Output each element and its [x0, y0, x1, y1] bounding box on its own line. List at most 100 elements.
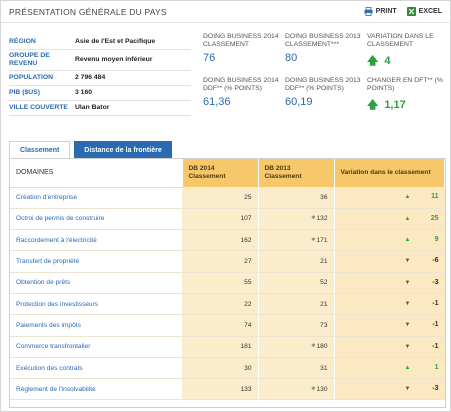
excel-icon — [406, 7, 416, 16]
info-key: RÉGION — [9, 38, 36, 45]
kpi-value-wrap: 🡅 4 — [367, 52, 445, 71]
info-row-income-group: GROUPE DE REVENU Revenu moyen inférieur — [9, 50, 191, 71]
kpi-label: DOING BUSINESS 2014 DDF** (% POINTS) — [203, 77, 279, 92]
overview-section: RÉGION Asie de l'Est et Pacifique GROUPE… — [1, 29, 450, 129]
arrow-up-icon: ▲ — [404, 215, 411, 222]
arrow-up-icon: 🡅 — [367, 99, 379, 111]
printer-icon — [364, 7, 373, 16]
db2013-rank-value: 36 — [320, 193, 328, 201]
db2013-rank-cell: ✱130 — [257, 378, 334, 401]
domain-link[interactable]: Transfert de propriété — [10, 250, 182, 273]
info-row-region: RÉGION Asie de l'Est et Pacifique — [9, 35, 191, 50]
kpi-rank-change: VARIATION DANS LE CLASSEMENT 🡅 4 — [367, 33, 445, 71]
kpi-label: VARIATION DANS LE CLASSEMENT — [367, 33, 434, 48]
db2014-rank-cell: 181 — [182, 336, 258, 358]
kpi-db2014-rank: DOING BUSINESS 2014 CLASSEMENT 76 — [203, 33, 281, 64]
arrow-down-icon: ▼ — [404, 322, 411, 329]
info-value: 3 160 — [75, 89, 93, 96]
excel-label: EXCEL — [418, 8, 442, 15]
db2013-rank-cell: 36 — [257, 187, 334, 209]
db2013-rank-value: 31 — [320, 364, 328, 372]
domain-link[interactable]: Obtention de prêts — [10, 272, 182, 294]
table-row: Création d'entreprise 25 36 ▲ 11 — [10, 187, 445, 209]
kpi-value: 80 — [285, 52, 298, 64]
variation-cell: ▲ 9 — [333, 229, 445, 252]
column-header-db2014: DB 2014 Classement — [182, 159, 259, 187]
table-row: Transfert de propriété 27 21 ▼ -6 — [10, 250, 445, 273]
domain-link[interactable]: Protection des investisseurs — [10, 293, 182, 316]
rank-change-value: -1 — [432, 342, 439, 350]
db2014-rank-cell: 133 — [182, 378, 258, 401]
info-key: VILLE COUVERTE — [9, 104, 68, 111]
ranking-rows: Création d'entreprise 25 36 ▲ 11 Octroi de pe… — [10, 187, 445, 401]
domain-link[interactable]: Raccordement à l'électricité — [10, 229, 182, 252]
footnote-star-icon: ✱ — [311, 343, 316, 350]
kpi-value: 1,17 — [384, 99, 406, 111]
kpi-label: DOING BUSINESS 2013 DDF** (% POINTS) — [285, 77, 361, 92]
domain-link[interactable]: Octroi de permis de construire — [10, 208, 182, 231]
info-row-gdp: PIB ($US) 3 160 — [9, 86, 191, 101]
kpi-db2014-dtf: DOING BUSINESS 2014 DDF** (% POINTS) 61,… — [203, 77, 281, 108]
domain-link[interactable]: Règlement de l'insolvabilité — [10, 378, 182, 401]
domain-link[interactable]: Exécution des contrats — [10, 357, 182, 380]
info-value: Revenu moyen inférieur — [75, 56, 153, 63]
variation-cell: ▼ -1 — [333, 314, 445, 337]
db2013-rank-cell: ✱132 — [257, 208, 334, 231]
table-row: Règlement de l'insolvabilité 133 ✱130 ▼ -3 — [10, 378, 445, 401]
db2013-rank-cell: 52 — [257, 272, 334, 294]
variation-cell: ▲ 11 — [333, 187, 445, 209]
db2014-rank-cell: 55 — [182, 272, 258, 294]
db2014-rank-cell: 27 — [182, 250, 258, 273]
footnote-star-icon: ✱ — [311, 215, 316, 222]
rank-change-value: -3 — [432, 278, 439, 286]
variation-cell: ▼ -3 — [333, 272, 445, 294]
db2013-rank-value: 171 — [316, 236, 328, 244]
tab-distance-to-frontier[interactable]: Distance de la frontière — [74, 141, 172, 159]
arrow-up-icon: 🡅 — [367, 55, 379, 67]
table-row: Octroi de permis de construire 107 ✱132 ▲ 25 — [10, 208, 445, 231]
excel-button[interactable]: EXCEL — [406, 7, 442, 16]
print-button[interactable]: PRINT — [364, 7, 397, 16]
db2013-rank-cell: ✱180 — [257, 336, 334, 358]
rank-change-value: 1 — [434, 363, 439, 371]
footnote-star-icon: ✱ — [311, 236, 316, 243]
info-value: Asie de l'Est et Pacifique — [75, 38, 156, 45]
tab-ranking[interactable]: Classement — [9, 141, 71, 159]
footnote-star-icon: ✱ — [311, 385, 316, 392]
db2014-rank-cell: 30 — [182, 357, 258, 380]
ranking-panel: DOMAINES DB 2014 Classement DB 2013 Clas… — [9, 158, 446, 408]
kpi-grid: DOING BUSINESS 2014 CLASSEMENT 76 DOING … — [203, 33, 443, 129]
domain-link[interactable]: Paiements des impôts — [10, 314, 182, 337]
kpi-label: DOING BUSINESS 2013 CLASSEMENT*** — [285, 33, 361, 48]
db2013-rank-value: 21 — [320, 300, 328, 308]
arrow-up-icon: ▲ — [404, 364, 411, 371]
ranking-table: DOMAINES DB 2014 Classement DB 2013 Clas… — [10, 159, 445, 401]
info-row-population: POPULATION 2 796 484 — [9, 71, 191, 86]
info-value: 2 796 484 — [75, 74, 106, 81]
rank-change-value: 25 — [430, 214, 439, 222]
info-value: Ulan Bator — [75, 104, 110, 111]
db2014-rank-cell: 162 — [182, 229, 258, 252]
arrow-down-icon: ▼ — [404, 300, 411, 307]
db2013-rank-value: 130 — [316, 385, 328, 393]
domain-link[interactable]: Commerce transfrontalier — [10, 336, 182, 358]
rank-change-value: -6 — [432, 257, 439, 265]
arrow-down-icon: ▼ — [404, 258, 411, 265]
rank-change-value: -3 — [432, 385, 439, 393]
column-header-domain: DOMAINES — [10, 159, 183, 188]
table-row: Obtention de prêts 55 52 ▼ -3 — [10, 272, 445, 294]
db2013-rank-value: 132 — [316, 215, 328, 223]
variation-cell: ▼ -1 — [333, 336, 445, 358]
arrow-down-icon: ▼ — [404, 386, 411, 393]
kpi-db2013-rank: DOING BUSINESS 2013 CLASSEMENT*** 80 — [285, 33, 363, 64]
table-row: Exécution des contrats 30 31 ▲ 1 — [10, 357, 445, 380]
arrow-up-icon: ▲ — [404, 194, 411, 200]
variation-cell: ▲ 1 — [333, 357, 445, 380]
domain-link[interactable]: Création d'entreprise — [10, 187, 182, 209]
info-key: GROUPE DE REVENU — [9, 52, 50, 67]
db2014-rank-cell: 22 — [182, 293, 258, 316]
top-bar: PRÉSENTATION GÉNÉRALE DU PAYS PRINT EXCE… — [1, 1, 450, 23]
rank-change-value: -1 — [432, 321, 439, 329]
kpi-value: 76 — [203, 52, 216, 64]
